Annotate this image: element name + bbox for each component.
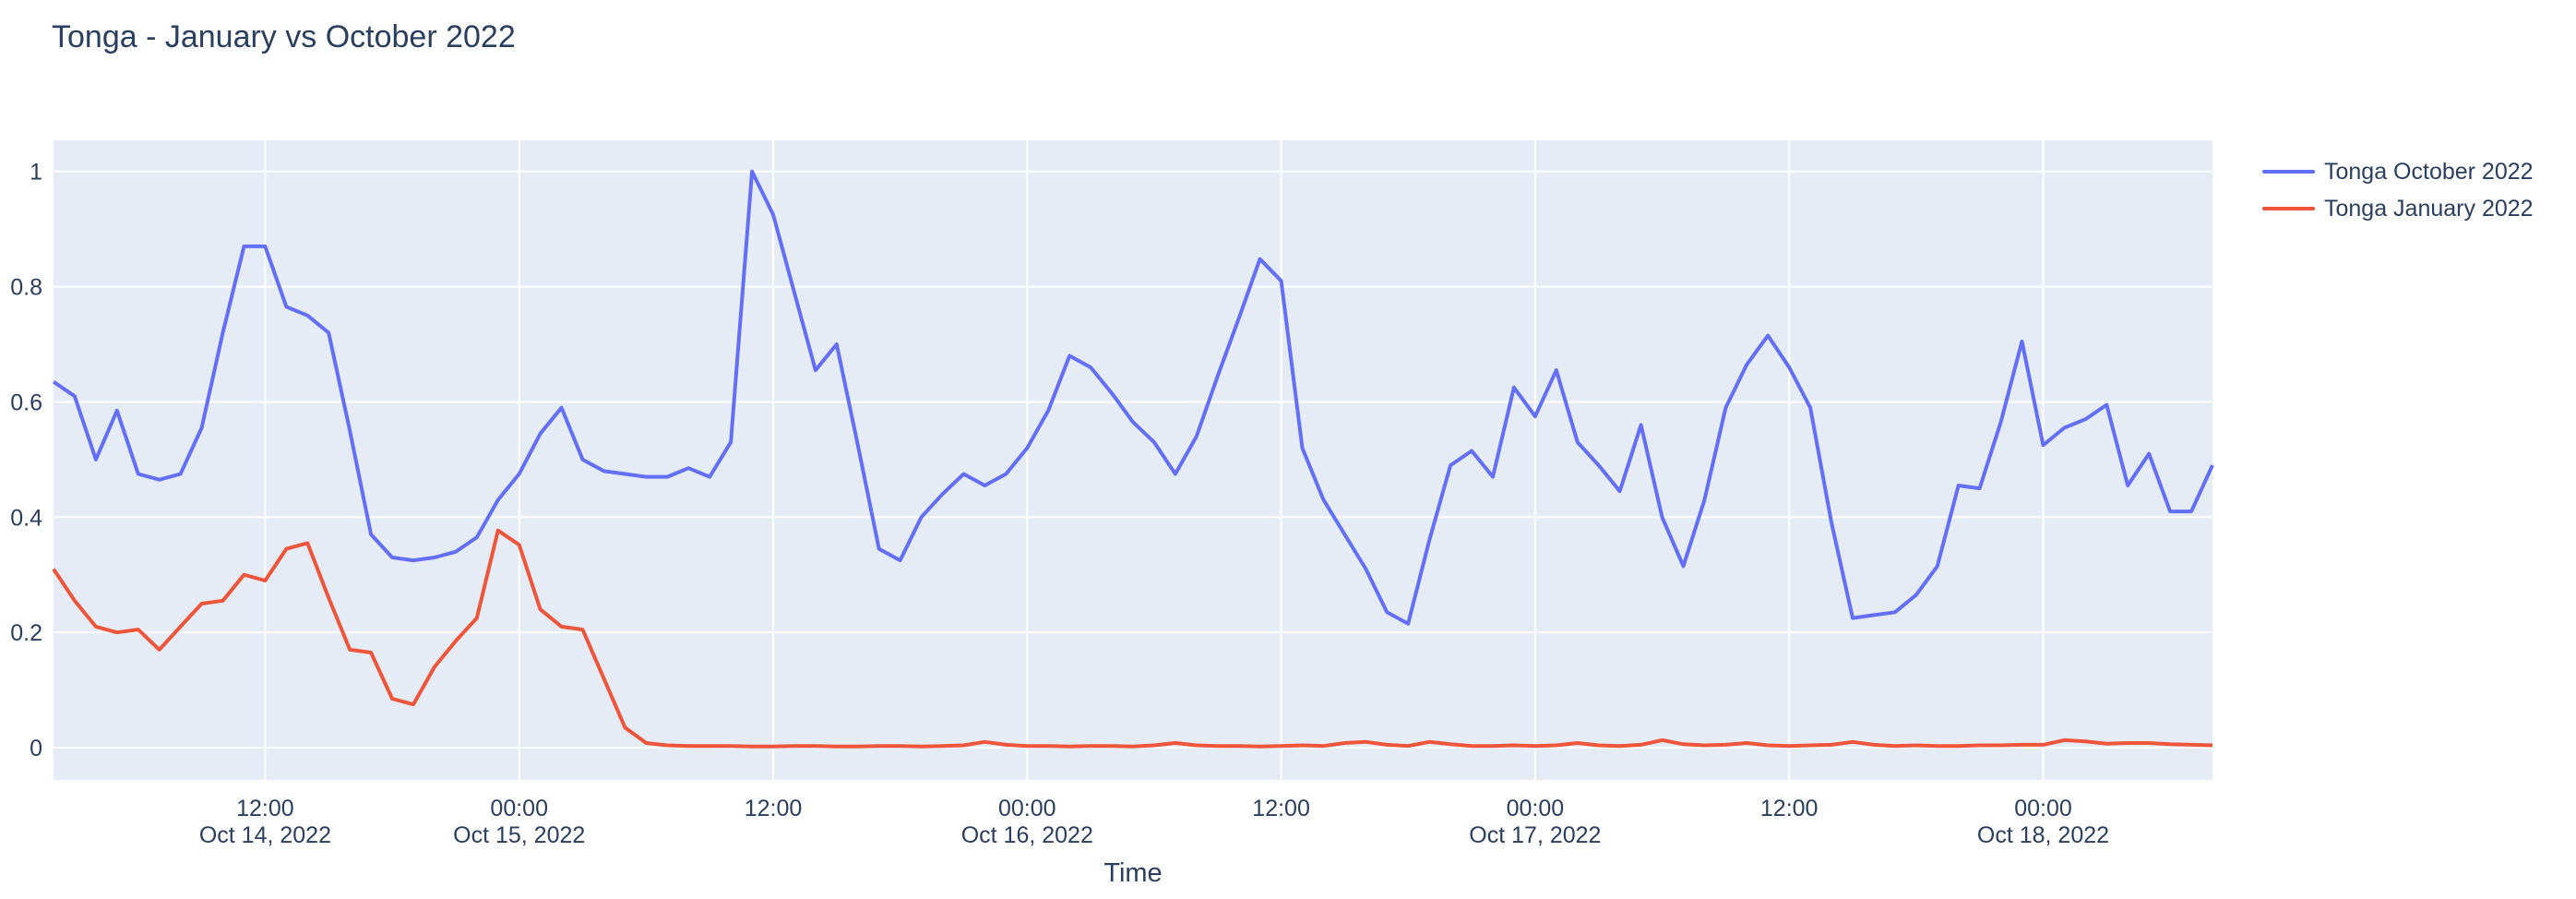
legend-label-october: Tonga October 2022 <box>2324 158 2534 185</box>
plot-area[interactable] <box>54 140 2212 780</box>
x-tick-label-date: Oct 18, 2022 <box>1977 822 2109 848</box>
x-tick-label-time: 12:00 <box>745 796 803 821</box>
series-line-tonga-october-2022[interactable] <box>52 169 2214 626</box>
y-tick-label: 0.4 <box>10 505 42 531</box>
x-tick-label-time: 00:00 <box>2014 796 2072 821</box>
y-tick-label: 1 <box>30 160 42 186</box>
x-tick-label-time: 00:00 <box>1507 796 1565 821</box>
legend-line-sample-october <box>2262 170 2315 174</box>
series-line-tonga-january-2022[interactable] <box>52 528 2213 749</box>
legend: Tonga October 2022 Tonga January 2022 <box>2262 153 2534 227</box>
x-axis-title: Time <box>1103 858 1163 888</box>
legend-line-sample-january <box>2262 207 2315 210</box>
y-tick-label: 0.8 <box>10 275 42 301</box>
legend-item-tonga-october-2022[interactable]: Tonga October 2022 <box>2262 153 2534 190</box>
x-tick-label-time: 12:00 <box>1760 796 1819 821</box>
y-tick-label: 0 <box>30 736 42 761</box>
chart-title: Tonga - January vs October 2022 <box>52 19 516 54</box>
x-tick-label-time: 00:00 <box>998 796 1056 821</box>
y-tick-label: 0.2 <box>10 620 42 646</box>
legend-item-tonga-january-2022[interactable]: Tonga January 2022 <box>2262 190 2534 227</box>
y-tick-label: 0.6 <box>10 390 42 415</box>
x-tick-label-date: Oct 15, 2022 <box>453 822 585 848</box>
x-tick-label-time: 12:00 <box>1252 796 1310 821</box>
x-tick-label-date: Oct 14, 2022 <box>199 822 331 848</box>
x-tick-label-date: Oct 17, 2022 <box>1469 822 1601 848</box>
x-tick-label-time: 12:00 <box>236 796 294 821</box>
legend-label-january: Tonga January 2022 <box>2324 195 2534 222</box>
x-tick-label-date: Oct 16, 2022 <box>961 822 1093 848</box>
x-tick-label-time: 00:00 <box>490 796 548 821</box>
